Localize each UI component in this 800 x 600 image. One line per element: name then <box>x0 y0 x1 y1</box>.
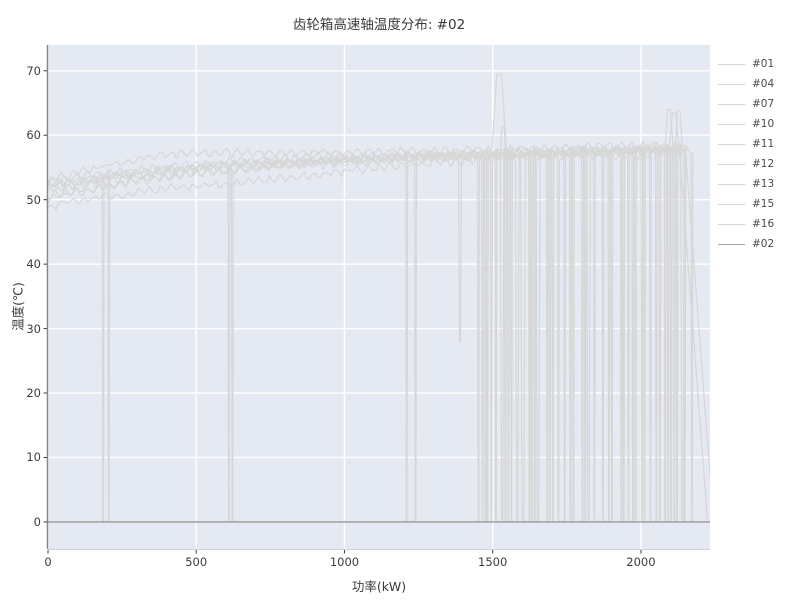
legend-label: #13 <box>752 178 775 190</box>
x-tick-label: 2000 <box>626 555 656 569</box>
legend-line-swatch <box>718 83 745 85</box>
legend-item-15: #15 <box>718 194 774 214</box>
chart-title: 齿轮箱高速轴温度分布: #02 <box>292 17 466 33</box>
series-line-16 <box>48 110 710 523</box>
legend-label: #16 <box>752 218 775 230</box>
y-tick-label: 70 <box>26 63 41 78</box>
legend-label: #12 <box>752 158 775 170</box>
y-tick-label: 20 <box>26 386 41 401</box>
legend-line-swatch <box>718 143 745 145</box>
legend-label: #15 <box>752 198 775 210</box>
legend-line-swatch <box>718 123 745 125</box>
legend-item-07: #07 <box>718 94 774 114</box>
legend-label: #07 <box>752 98 775 110</box>
legend-line-swatch <box>718 203 745 205</box>
y-tick-label: 40 <box>26 257 41 272</box>
legend-label: #02 <box>752 238 775 250</box>
legend-item-13: #13 <box>718 174 774 194</box>
legend-item-01: #01 <box>718 54 774 74</box>
series-line-01 <box>48 74 689 523</box>
legend-label: #01 <box>752 58 775 70</box>
legend-line-swatch <box>718 63 745 65</box>
legend-label: #11 <box>752 138 775 150</box>
legend: #01 #04 #07 #10 #11 #12 #13 #15 #16 #02 <box>718 54 774 254</box>
y-tick-label: 30 <box>26 321 41 336</box>
x-tick-label: 500 <box>185 555 208 569</box>
y-axis-label: 温度(℃) <box>10 282 26 331</box>
legend-label: #10 <box>752 118 775 130</box>
y-tick-label: 0 <box>33 514 41 529</box>
legend-item-11: #11 <box>718 134 774 154</box>
series-line-12 <box>48 108 685 523</box>
plot-area <box>48 45 710 549</box>
legend-line-swatch <box>718 163 745 165</box>
legend-line-swatch <box>718 183 745 185</box>
series-line-13 <box>48 145 694 523</box>
legend-item-16: #16 <box>718 214 774 234</box>
legend-item-02: #02 <box>718 234 774 254</box>
legend-item-04: #04 <box>718 74 774 94</box>
legend-line-swatch <box>718 223 745 225</box>
y-tick-label: 10 <box>26 450 41 465</box>
x-tick-label: 0 <box>44 555 52 569</box>
legend-label: #04 <box>752 78 775 90</box>
x-tick-label: 1500 <box>478 555 508 569</box>
legend-item-12: #12 <box>718 154 774 174</box>
legend-item-10: #10 <box>718 114 774 134</box>
series-group <box>48 74 710 523</box>
y-tick-label: 60 <box>26 128 41 143</box>
x-tick-label: 1000 <box>329 555 360 569</box>
legend-line-swatch <box>718 103 745 105</box>
y-tick-label: 50 <box>26 192 41 207</box>
x-axis-label: 功率(kW) <box>351 579 407 594</box>
legend-line-swatch <box>718 243 745 245</box>
